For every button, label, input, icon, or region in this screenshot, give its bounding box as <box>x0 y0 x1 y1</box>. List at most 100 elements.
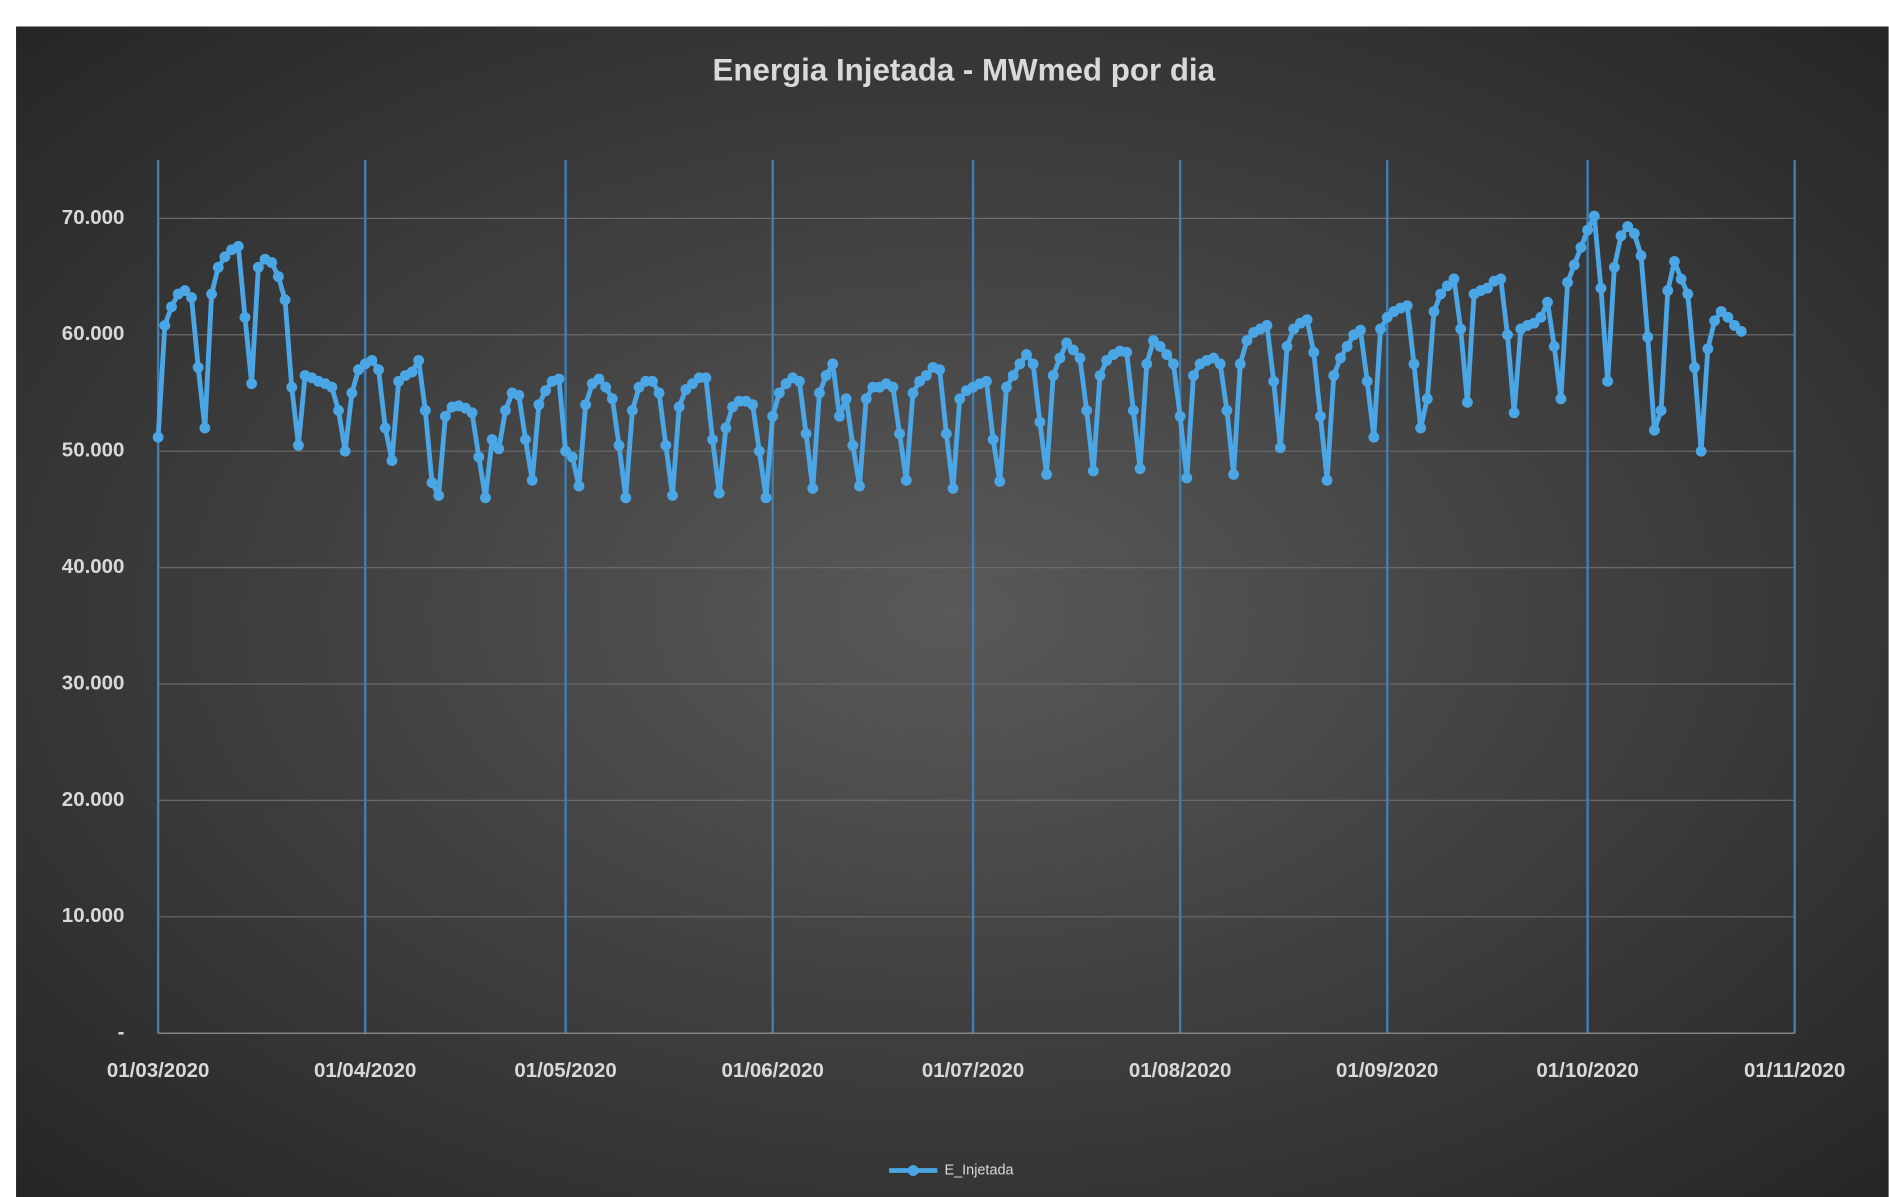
legend-label: E_Injetada <box>945 1162 1015 1178</box>
data-point <box>934 364 946 376</box>
data-point <box>272 271 284 282</box>
data-point <box>219 251 231 263</box>
data-point <box>1335 352 1346 364</box>
data-point <box>1375 323 1386 335</box>
data-point <box>1041 469 1052 480</box>
data-point <box>513 389 525 401</box>
data-point <box>1722 311 1734 323</box>
data-point <box>620 492 632 504</box>
data-point <box>1535 311 1547 323</box>
data-point <box>1542 296 1553 308</box>
data-point <box>1628 228 1640 239</box>
data-point <box>1622 221 1634 232</box>
data-point <box>1341 340 1353 352</box>
data-point <box>1361 375 1373 387</box>
data-point <box>339 445 351 457</box>
data-point <box>239 311 251 323</box>
data-point <box>606 393 618 405</box>
y-tick-label: 70.000 <box>62 206 125 229</box>
data-point <box>1582 224 1594 236</box>
data-point <box>1021 349 1032 360</box>
data-point <box>179 285 191 296</box>
data-point <box>480 492 491 504</box>
y-tick-label: 30.000 <box>62 671 125 694</box>
data-point <box>1034 416 1046 428</box>
data-point <box>473 451 485 463</box>
y-tick-label: 50.000 <box>62 439 125 462</box>
data-point <box>713 487 725 499</box>
data-point <box>406 366 418 378</box>
x-tick-label: 01/04/2020 <box>314 1059 416 1082</box>
data-point <box>1682 288 1694 300</box>
data-point <box>212 261 224 273</box>
data-point <box>346 387 358 399</box>
data-point <box>626 405 638 416</box>
data-point <box>1228 469 1240 480</box>
data-point <box>1214 358 1226 370</box>
data-point <box>486 434 498 445</box>
data-point <box>439 410 451 422</box>
data-point <box>1689 361 1700 373</box>
data-point <box>600 381 612 393</box>
data-point <box>333 405 344 416</box>
data-point <box>773 387 785 399</box>
data-point <box>887 381 899 393</box>
x-tick-label: 01/10/2020 <box>1536 1059 1638 1082</box>
data-point <box>860 393 872 405</box>
data-point <box>1188 370 1199 381</box>
data-point <box>793 375 805 387</box>
data-point <box>1268 375 1280 387</box>
data-point <box>379 422 391 434</box>
y-tick-label: - <box>118 1021 125 1044</box>
data-point <box>1675 273 1687 285</box>
x-tick-label: 01/11/2020 <box>1744 1059 1845 1082</box>
data-point <box>1061 337 1073 349</box>
x-tick-label: 01/07/2020 <box>922 1059 1024 1082</box>
x-tick-label: 01/05/2020 <box>514 1059 616 1082</box>
data-point <box>266 257 278 269</box>
data-point <box>1174 410 1186 422</box>
data-point <box>152 431 164 443</box>
data-point <box>820 370 832 381</box>
data-point <box>1648 424 1660 436</box>
data-point <box>1074 352 1086 364</box>
x-tick-label: 01/09/2020 <box>1336 1059 1438 1082</box>
data-point <box>1655 405 1667 416</box>
data-point <box>246 378 258 390</box>
data-point <box>1588 210 1600 222</box>
data-point <box>1555 393 1567 405</box>
data-point <box>1081 405 1093 416</box>
data-point <box>1735 325 1747 337</box>
y-tick-label: 10.000 <box>62 904 125 927</box>
data-point <box>1502 329 1513 341</box>
data-point <box>1421 393 1433 405</box>
data-point <box>1602 375 1614 387</box>
data-point <box>1328 370 1340 381</box>
data-point <box>1087 465 1099 477</box>
data-point <box>1695 445 1707 457</box>
data-point <box>192 361 204 373</box>
data-point <box>647 375 658 387</box>
data-point <box>1448 273 1460 285</box>
data-point <box>286 381 298 393</box>
data-point <box>553 373 565 385</box>
data-point <box>1669 256 1680 267</box>
data-point <box>767 410 779 422</box>
y-tick-label: 20.000 <box>62 788 125 811</box>
y-tick-label: 60.000 <box>62 322 125 345</box>
data-point <box>252 261 264 273</box>
data-point <box>854 480 865 492</box>
data-point <box>1308 346 1320 358</box>
data-point <box>667 489 678 501</box>
data-point <box>827 358 839 370</box>
data-point <box>373 364 384 376</box>
data-point <box>1047 370 1059 381</box>
data-point <box>700 372 712 384</box>
data-point <box>1315 410 1326 422</box>
data-point <box>1007 370 1019 381</box>
data-point <box>1615 230 1627 242</box>
data-point <box>707 434 718 445</box>
data-point <box>493 443 505 455</box>
